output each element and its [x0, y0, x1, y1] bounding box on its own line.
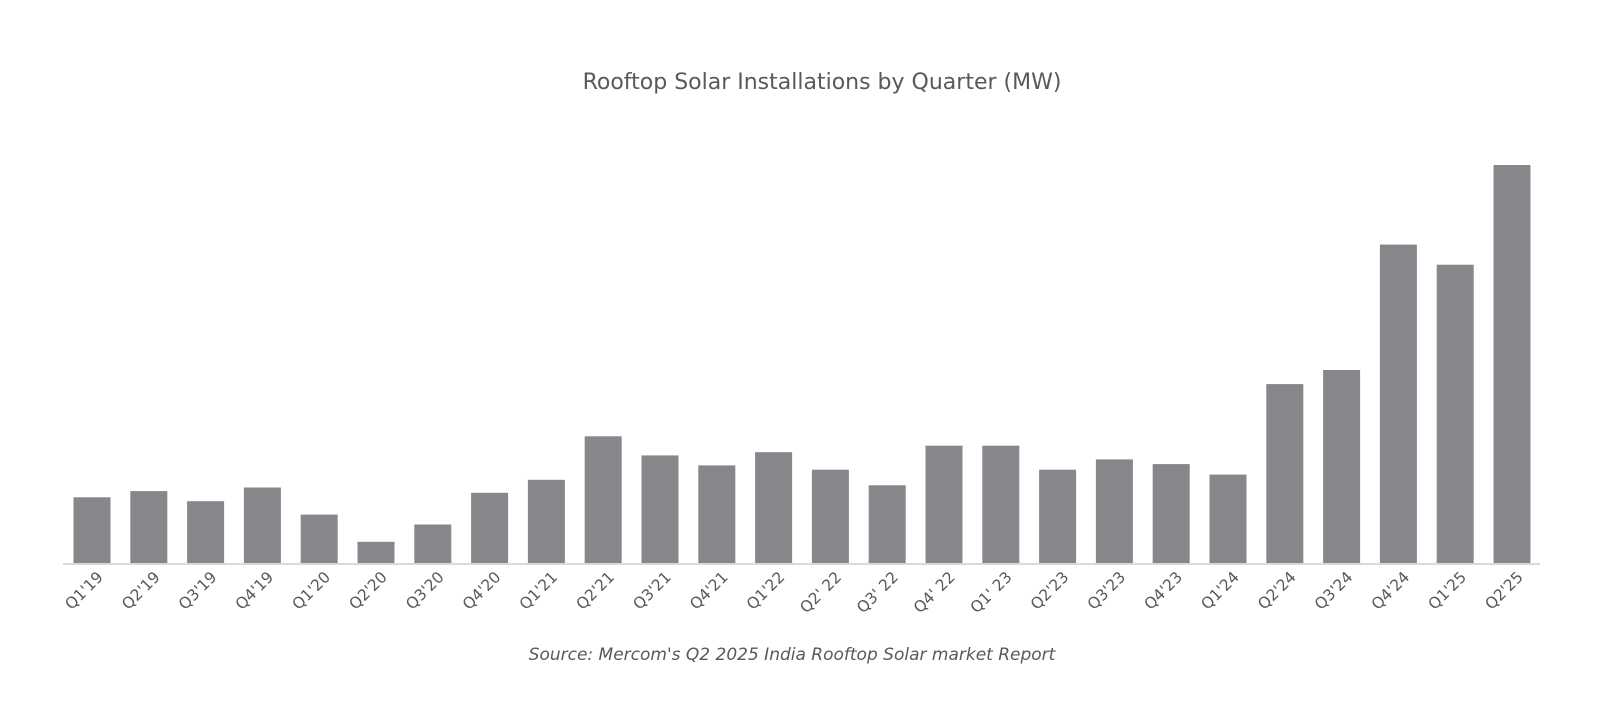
x-tick-label: Q1'20	[289, 568, 334, 613]
bar	[414, 524, 452, 563]
source-note: Source: Mercom's Q2 2025 India Rooftop S…	[529, 645, 1057, 665]
chart-title: Rooftop Solar Installations by Quarter (…	[583, 70, 1062, 95]
bar	[1039, 469, 1077, 563]
x-tick-label: Q1'25	[1425, 568, 1470, 613]
x-tick-label: Q4'20	[459, 568, 504, 613]
x-tick-label: Q2'20	[346, 568, 391, 613]
bar	[1152, 464, 1190, 563]
x-tick-label: Q2'19	[118, 568, 163, 613]
x-tick-label: Q1'24	[1198, 568, 1243, 613]
x-axis-tick-labels: Q1'19 Q2'19 Q3'19 Q4'19 Q1'20 Q2'20 Q3'20 Q4'20…	[62, 568, 1527, 617]
bar	[527, 479, 565, 563]
x-tick-label: Q3'21	[630, 568, 675, 613]
x-tick-label: Q4'21	[686, 568, 731, 613]
x-tick-label: Q4'24	[1368, 568, 1413, 613]
x-tick-label: Q3'24	[1311, 568, 1356, 613]
bar	[868, 485, 906, 563]
bar	[187, 501, 225, 563]
x-tick-label: Q2'23	[1027, 568, 1072, 613]
x-tick-label: Q4'19	[232, 568, 277, 613]
x-tick-label: Q1'22	[743, 568, 788, 613]
bar-group	[73, 165, 1531, 563]
bar	[698, 465, 736, 563]
x-tick-label: Q1'21	[516, 568, 561, 613]
x-tick-label: Q4' 22	[910, 568, 959, 617]
bar	[1436, 264, 1474, 563]
bar	[1209, 474, 1247, 563]
x-tick-label: Q3'20	[402, 568, 447, 613]
bar	[243, 487, 281, 563]
bar	[357, 541, 395, 563]
bar	[1379, 244, 1417, 563]
x-tick-label: Q1'19	[62, 568, 107, 613]
x-tick-label: Q2'24	[1254, 568, 1299, 613]
bar	[1266, 384, 1304, 563]
bar	[471, 492, 509, 563]
x-tick-label: Q3' 22	[853, 568, 902, 617]
bar	[584, 436, 622, 563]
bar	[1493, 165, 1531, 563]
x-tick-label: Q3'19	[175, 568, 220, 613]
x-tick-label: Q4'23	[1141, 568, 1186, 613]
bar	[130, 491, 168, 563]
bar	[1323, 370, 1361, 563]
bar	[300, 514, 338, 563]
bar	[73, 497, 111, 563]
bar	[1095, 459, 1133, 563]
bar	[811, 469, 849, 563]
bar	[755, 452, 793, 563]
x-tick-label: Q3'23	[1084, 568, 1129, 613]
x-tick-label: Q2'25	[1482, 568, 1527, 613]
bar	[982, 445, 1020, 563]
x-tick-label: Q1' 23	[967, 568, 1016, 617]
x-tick-label: Q2'21	[573, 568, 618, 613]
bar	[641, 455, 679, 563]
x-tick-label: Q2' 22	[796, 568, 845, 617]
bar	[925, 445, 963, 563]
